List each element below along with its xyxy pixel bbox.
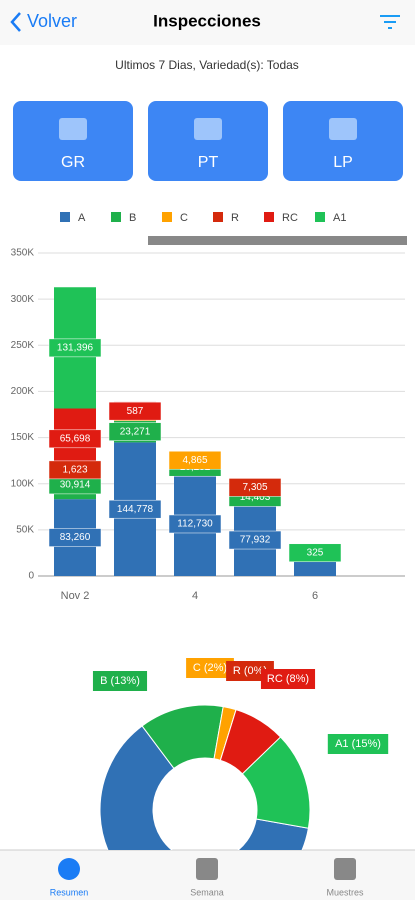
y-tick-label: 200K (11, 386, 35, 397)
x-tick-label: Nov 2 (61, 590, 90, 602)
tab-label[interactable]: Semana (190, 887, 224, 897)
pie-label: RC (8%) (267, 673, 309, 685)
nav-bar (0, 0, 415, 45)
filter-icon[interactable] (380, 15, 400, 29)
pie-label: A1 (15%) (335, 738, 381, 750)
button-icon (59, 118, 87, 140)
button-label: GR (61, 154, 85, 171)
button-label: LP (333, 154, 353, 171)
y-tick-label: 100K (11, 478, 35, 489)
scrollbar (148, 236, 407, 245)
legend-swatch (264, 212, 274, 222)
data-label-bg (48, 528, 102, 547)
donut-slice (241, 736, 311, 829)
data-label-bg (48, 460, 102, 480)
tab-icon (334, 858, 356, 880)
legend-swatch (60, 212, 70, 222)
donut (99, 704, 311, 850)
data-label-bg (288, 543, 342, 563)
legend-label: A (78, 212, 86, 224)
pie-label: R (0%) (233, 665, 267, 677)
legend-swatch (315, 212, 325, 222)
data-label: 1,623 (62, 465, 87, 476)
data-label-bg (108, 401, 162, 421)
tab-icon (196, 858, 218, 880)
x-tick-label: 6 (312, 590, 318, 602)
menu-button[interactable] (13, 101, 133, 181)
data-label-bg (228, 530, 282, 550)
donut-slice (99, 725, 309, 850)
data-label-bg (168, 450, 222, 470)
y-tick-label: 250K (11, 340, 35, 351)
legend-label: RC (282, 212, 298, 224)
data-label-bg (108, 499, 162, 519)
data-label: 65,698 (60, 433, 91, 444)
y-tick-label: 300K (11, 294, 35, 305)
data-label: 4,865 (182, 455, 207, 466)
pie-label: B (13%) (100, 675, 140, 687)
nav-title: Inspecciones (153, 11, 261, 30)
data-label: 30,914 (60, 480, 91, 491)
menu-button[interactable] (283, 101, 403, 181)
data-label: 7,305 (242, 482, 267, 493)
subtitle: Ultimos 7 Dias, Variedad(s): Todas (115, 58, 299, 72)
data-label-bg (48, 338, 102, 358)
pie-label: C (2%) (193, 662, 227, 674)
back-icon[interactable] (10, 12, 21, 32)
data-label: 131,396 (57, 343, 94, 354)
data-label-bg (228, 478, 282, 497)
button-icon (329, 118, 357, 140)
button-icon (194, 118, 222, 140)
menu-button[interactable] (148, 101, 268, 181)
data-label-bg (48, 429, 102, 449)
tab-label[interactable]: Resumen (50, 887, 89, 897)
pie-label-bg (92, 671, 148, 691)
legend-label: C (180, 212, 188, 224)
data-label: 14,403 (240, 492, 271, 503)
back-button[interactable]: Volver (27, 11, 77, 31)
bar-segment (114, 420, 156, 421)
pie-label-bg (186, 658, 234, 678)
legend-label: B (129, 212, 136, 224)
tab-label[interactable]: Muestres (326, 887, 364, 897)
y-tick-label: 150K (11, 432, 35, 443)
legend-swatch (162, 212, 172, 222)
data-label: 83,260 (60, 532, 91, 543)
data-label-bg (108, 422, 162, 441)
pie-label-bg (260, 669, 316, 689)
button-label: PT (198, 154, 219, 171)
x-tick-label: 4 (192, 590, 198, 602)
pie-label-bg (327, 734, 389, 754)
tab-icon (58, 858, 80, 880)
data-label: 23,271 (120, 426, 151, 437)
legend-swatch (111, 212, 121, 222)
data-label: 325 (307, 547, 324, 558)
legend-label: A1 (333, 212, 346, 224)
y-tick-label: 350K (11, 248, 35, 259)
data-label: 144,778 (117, 504, 154, 515)
legend-swatch (213, 212, 223, 222)
y-tick-label: 0 (28, 571, 34, 582)
legend-label: R (231, 212, 239, 224)
data-label-bg (168, 514, 222, 534)
y-tick-label: 50K (16, 524, 34, 535)
data-label: 587 (127, 406, 144, 417)
data-label: 112,730 (177, 519, 213, 530)
data-label: 77,932 (240, 535, 271, 546)
